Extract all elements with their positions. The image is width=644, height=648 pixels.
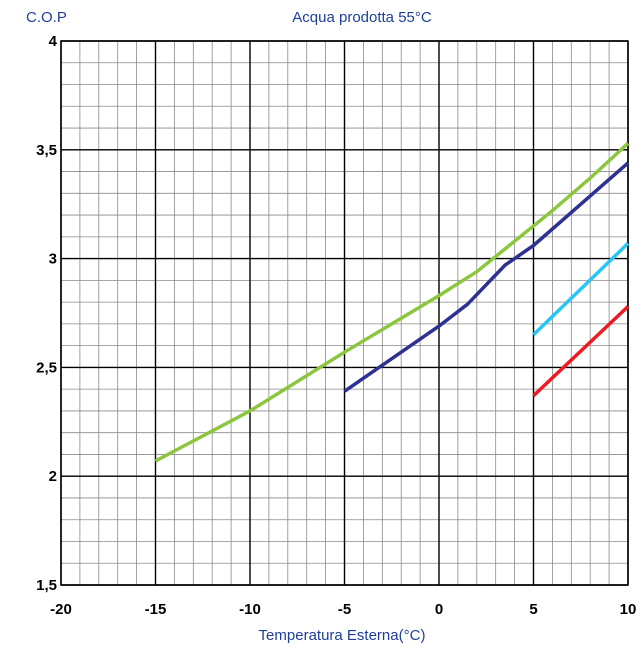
x-tick-label: 5 — [529, 601, 537, 618]
x-axis-label: Temperatura Esterna(°C) — [259, 627, 426, 644]
x-tick-label: 0 — [435, 601, 443, 618]
y-tick-label: 1,5 — [36, 577, 57, 594]
chart-title: Acqua prodotta 55°C — [292, 9, 432, 26]
plot-frame — [60, 40, 629, 586]
series-layer — [154, 142, 630, 463]
y-tick-label: 3,5 — [36, 142, 57, 159]
y-tick-label: 2 — [49, 468, 57, 485]
y-tick-labels: 1,5 2 2,5 3 3,5 4 — [36, 33, 58, 594]
series-line-1 — [154, 142, 630, 463]
major-grid — [60, 40, 629, 586]
series-line-2 — [343, 161, 630, 393]
y-tick-label: 3 — [49, 251, 57, 268]
x-tick-label: -20 — [50, 601, 72, 618]
y-tick-label: 2,5 — [36, 359, 57, 376]
x-tick-label: 10 — [620, 601, 637, 618]
x-tick-label: -10 — [239, 601, 261, 618]
x-tick-labels: -20 -15 -10 -5 0 5 10 — [50, 601, 636, 618]
x-tick-label: -5 — [338, 601, 351, 618]
y-axis-label: C.O.P — [26, 9, 67, 26]
x-tick-label: -15 — [145, 601, 167, 618]
y-tick-label: 4 — [49, 33, 58, 50]
series-line-3 — [532, 242, 630, 337]
series-line-4 — [532, 305, 630, 397]
